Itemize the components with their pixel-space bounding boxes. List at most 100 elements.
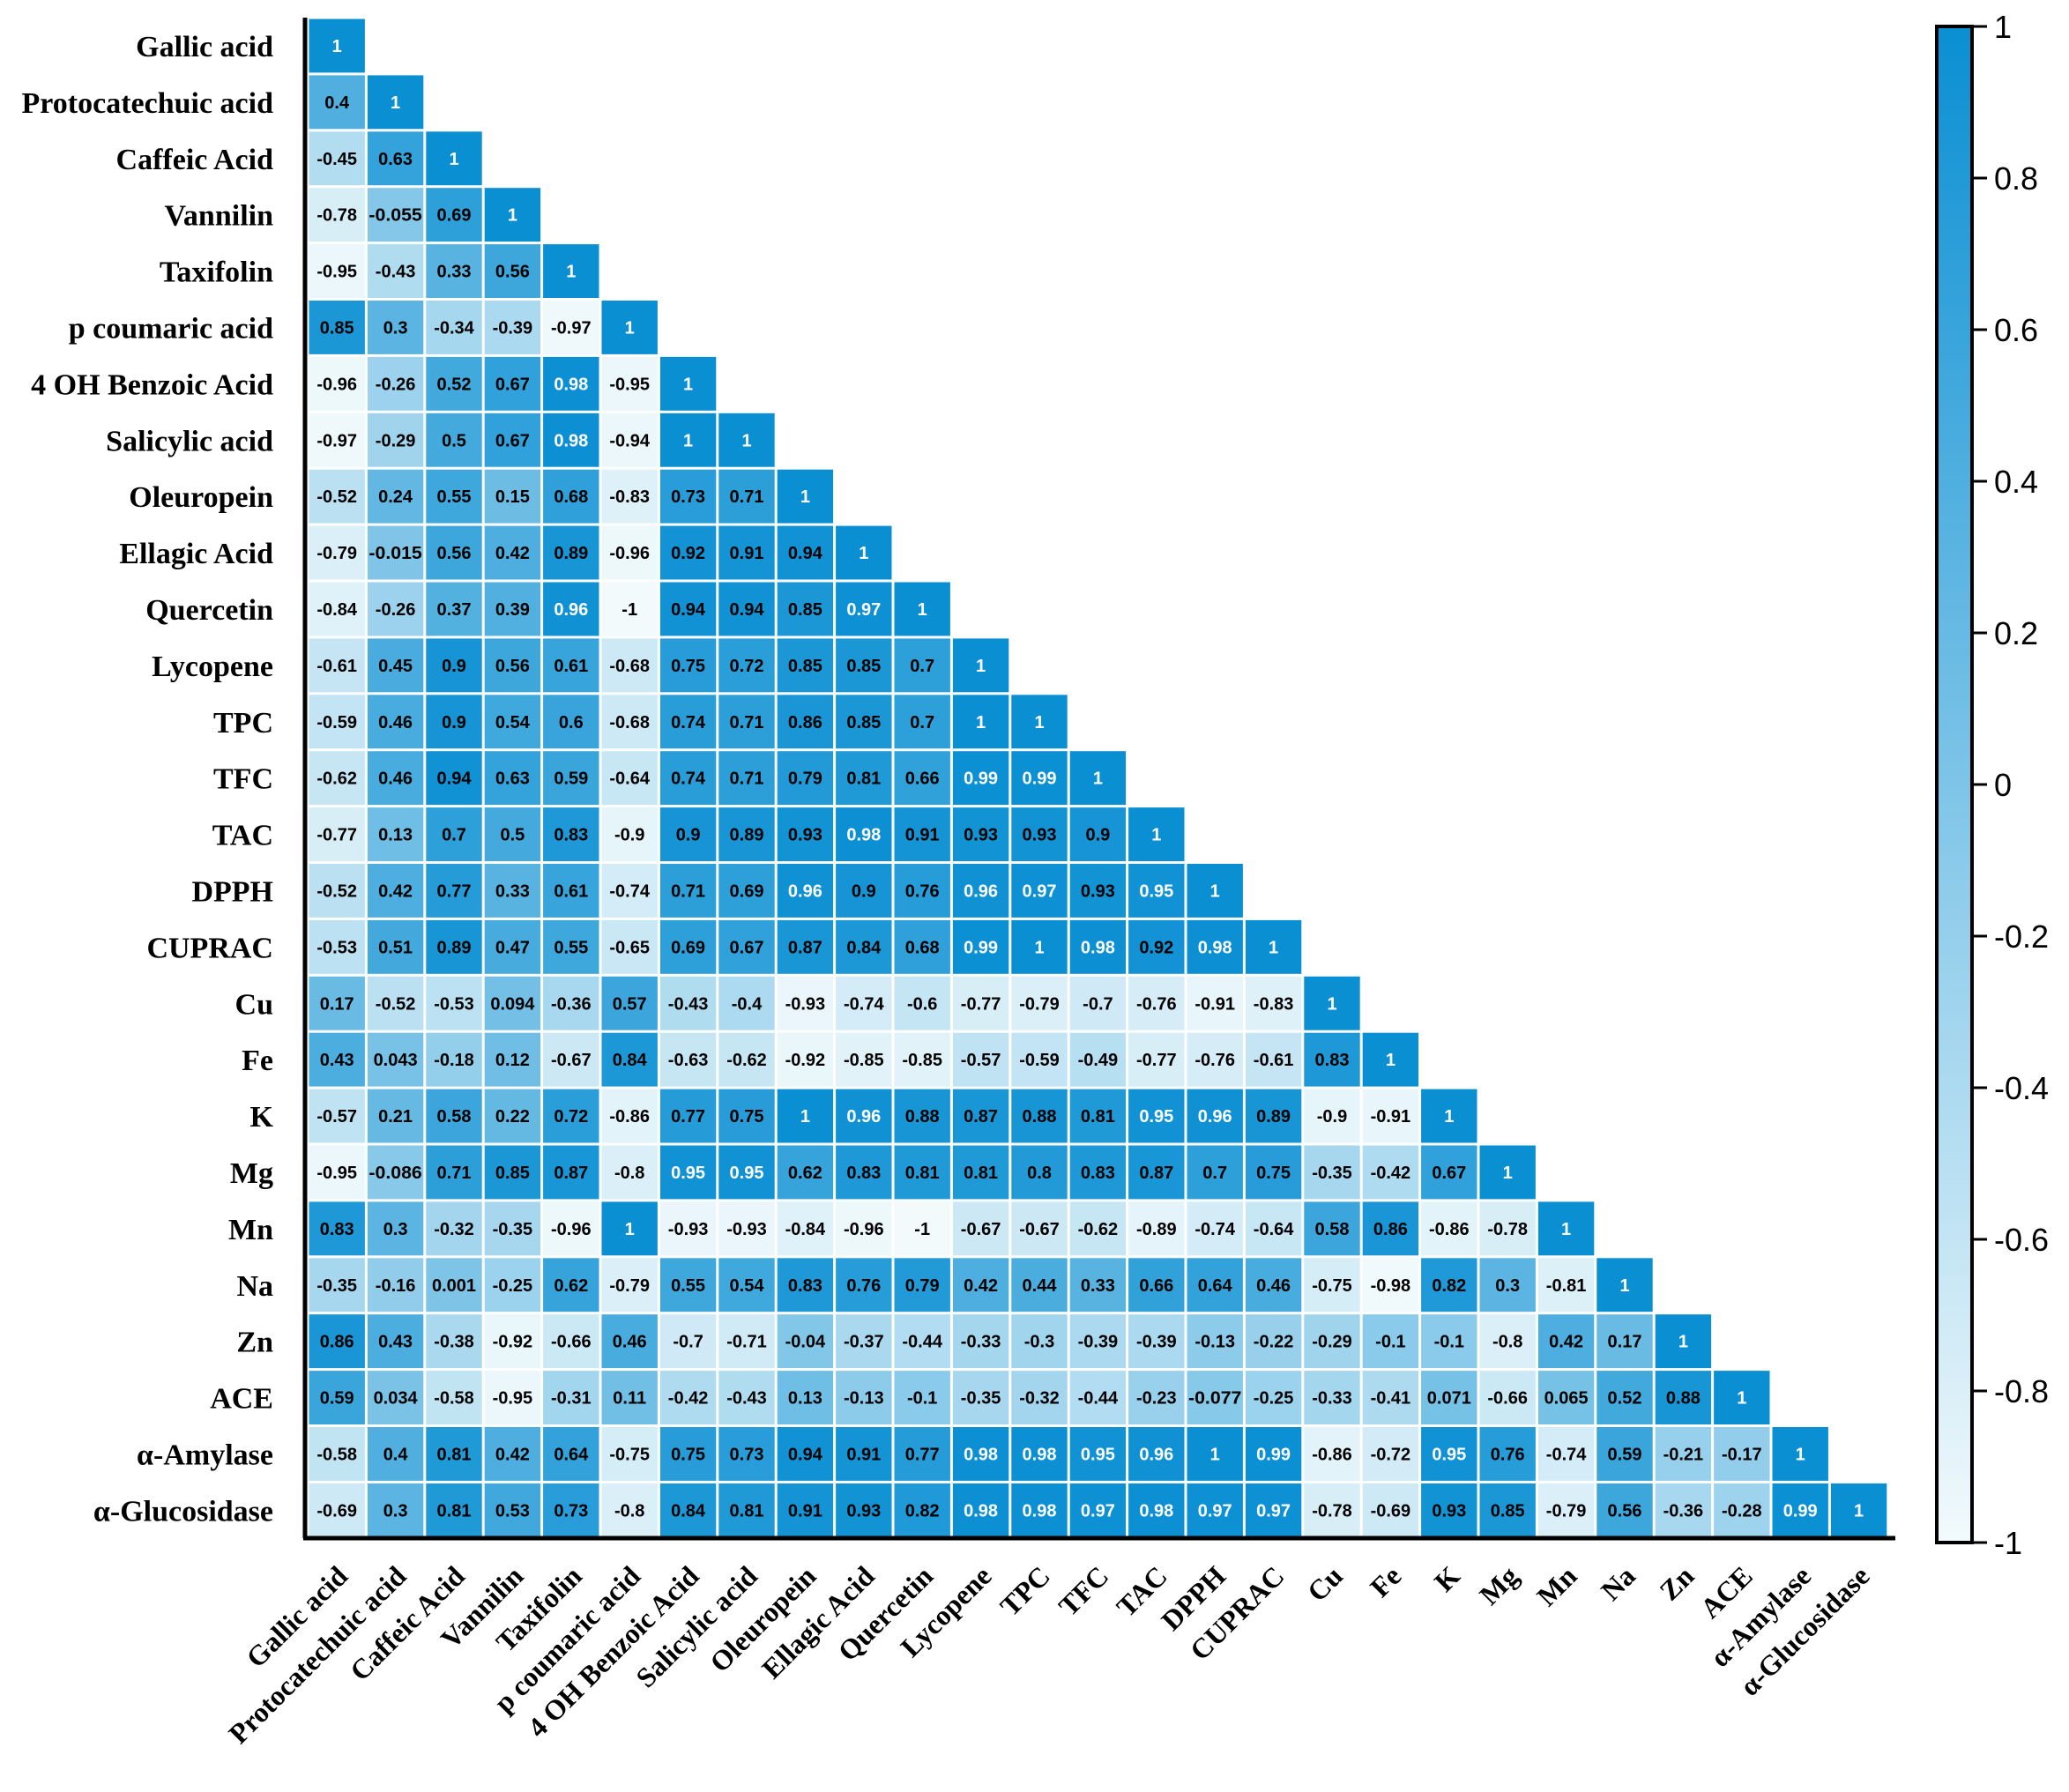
heatmap-cell <box>309 582 365 636</box>
heatmap-cell <box>836 582 892 636</box>
heatmap-cell-value: 0.76 <box>1491 1445 1525 1464</box>
heatmap-cell-value: 1 <box>1269 938 1278 957</box>
heatmap-cell <box>1187 864 1243 918</box>
heatmap-cell <box>426 582 482 636</box>
heatmap-cell <box>367 864 424 918</box>
heatmap-cell <box>1187 976 1243 1030</box>
heatmap-cell-value: -0.78 <box>1487 1220 1528 1239</box>
heatmap-cell-value: 0.54 <box>730 1276 765 1296</box>
heatmap-cell-value: -0.52 <box>376 994 416 1014</box>
heatmap-cell <box>1187 1089 1243 1143</box>
row-label: Vannilin <box>165 200 274 233</box>
heatmap-cell <box>309 131 365 186</box>
column-label: Cu <box>1301 1559 1349 1607</box>
heatmap-cell-value: -0.92 <box>785 1051 826 1070</box>
heatmap-cell-value: -0.31 <box>551 1389 592 1409</box>
heatmap-cell-value: -0.16 <box>376 1276 416 1296</box>
heatmap-cell <box>543 1145 599 1200</box>
heatmap-cell-value: 0.81 <box>437 1501 472 1521</box>
heatmap-axes <box>302 18 1895 1541</box>
heatmap-cell <box>1011 1483 1068 1537</box>
heatmap-cell <box>484 469 541 524</box>
heatmap-cell-value: -0.26 <box>376 600 416 620</box>
heatmap-cell-value: 1 <box>1034 713 1044 732</box>
heatmap-cell <box>1069 1427 1127 1481</box>
heatmap-cell-value: 0.39 <box>495 600 530 620</box>
heatmap-cell <box>718 1258 775 1312</box>
heatmap-cell-value: 0.5 <box>500 826 525 845</box>
heatmap-cell <box>543 244 599 298</box>
heatmap-cell-value: 0.47 <box>495 938 530 957</box>
heatmap-cell <box>1069 1089 1127 1143</box>
heatmap-cell <box>484 188 541 242</box>
heatmap-cell <box>1069 1258 1127 1312</box>
heatmap-cell <box>777 582 834 636</box>
heatmap-cell <box>718 976 775 1030</box>
heatmap-cell <box>426 356 482 411</box>
heatmap-cell <box>1304 1483 1360 1537</box>
heatmap-cell-value: -0.59 <box>1019 1051 1060 1070</box>
heatmap-cell-value: 1 <box>1796 1445 1805 1464</box>
heatmap-cell <box>1011 1089 1068 1143</box>
heatmap-cell-value: 0.3 <box>383 1501 408 1521</box>
heatmap-cell-value: -0.83 <box>1254 994 1294 1014</box>
heatmap-cell-value: -0.62 <box>316 770 357 789</box>
row-label: α-Glucosidase <box>93 1495 273 1528</box>
heatmap-cell <box>952 1201 1009 1256</box>
heatmap-cell-value: -0.91 <box>1371 1107 1411 1127</box>
heatmap-cell <box>309 919 365 974</box>
heatmap-cell <box>777 1427 834 1481</box>
heatmap-cell-value: 0.42 <box>495 1445 530 1464</box>
heatmap-cell-value: -0.97 <box>316 431 357 450</box>
heatmap-cell <box>367 1145 424 1200</box>
heatmap-cell-value: -0.77 <box>1136 1051 1177 1070</box>
heatmap-cell <box>1714 1483 1770 1537</box>
heatmap-cell <box>836 1483 892 1537</box>
heatmap-cell <box>1830 1483 1887 1537</box>
heatmap-cell-value: 0.15 <box>495 487 530 507</box>
heatmap-cell <box>309 356 365 411</box>
heatmap-cell <box>1069 864 1127 918</box>
heatmap-cell <box>1011 1145 1068 1200</box>
heatmap-cell <box>718 864 775 918</box>
heatmap-cell-value: 0.94 <box>437 770 473 789</box>
heatmap-cell-value: 0.42 <box>378 881 413 901</box>
heatmap-cell-value: -0.64 <box>609 770 650 789</box>
heatmap-cell-value: 0.61 <box>554 657 588 676</box>
heatmap-cell-value: 0.97 <box>846 600 881 620</box>
heatmap-cell-value: 0.89 <box>554 544 588 563</box>
heatmap-cell-value: -0.72 <box>1371 1445 1411 1464</box>
heatmap-cell <box>1304 1258 1360 1312</box>
heatmap-cell-value: 0.81 <box>905 1164 940 1183</box>
heatmap-cell-value: 0.11 <box>613 1389 646 1409</box>
colorbar-tick-label: 1 <box>1994 9 2012 45</box>
heatmap-cell-value: 0.91 <box>730 544 764 563</box>
heatmap-cell-value: 0.62 <box>788 1164 822 1183</box>
heatmap-cell <box>777 1371 834 1424</box>
heatmap-cell <box>659 1483 717 1537</box>
heatmap-cell-value: -0.29 <box>1312 1333 1352 1352</box>
heatmap-cell-value: 0.91 <box>905 826 940 845</box>
heatmap-cell-value: 0.9 <box>442 657 466 676</box>
heatmap-cell-value: 0.71 <box>671 881 705 901</box>
heatmap-cell-value: 0.4 <box>324 93 350 113</box>
heatmap-cell <box>309 1483 365 1537</box>
heatmap-cell-value: 0.94 <box>788 1445 823 1464</box>
heatmap-cell <box>1304 1145 1360 1200</box>
heatmap-cell-value: -1 <box>621 600 637 620</box>
heatmap-cell-value: -0.89 <box>1136 1220 1177 1239</box>
heatmap-cell-value: 0.92 <box>671 544 705 563</box>
heatmap-cell-value: -0.79 <box>1019 994 1060 1014</box>
heatmap-cell <box>484 695 541 749</box>
heatmap-cell-value: 0.83 <box>846 1164 881 1183</box>
heatmap-cell-value: 0.75 <box>1256 1164 1291 1183</box>
heatmap-cell-value: -0.96 <box>551 1220 592 1239</box>
heatmap-cell <box>659 695 717 749</box>
heatmap-cell-value: -0.96 <box>316 375 357 394</box>
heatmap-cell-value: -0.75 <box>609 1445 650 1464</box>
colorbar-tick-label: -1 <box>1994 1525 2022 1561</box>
heatmap-cell <box>1011 919 1068 974</box>
heatmap-cell <box>1069 807 1127 861</box>
heatmap-cell-value: -0.13 <box>1195 1333 1235 1352</box>
heatmap-cell <box>543 1258 599 1312</box>
